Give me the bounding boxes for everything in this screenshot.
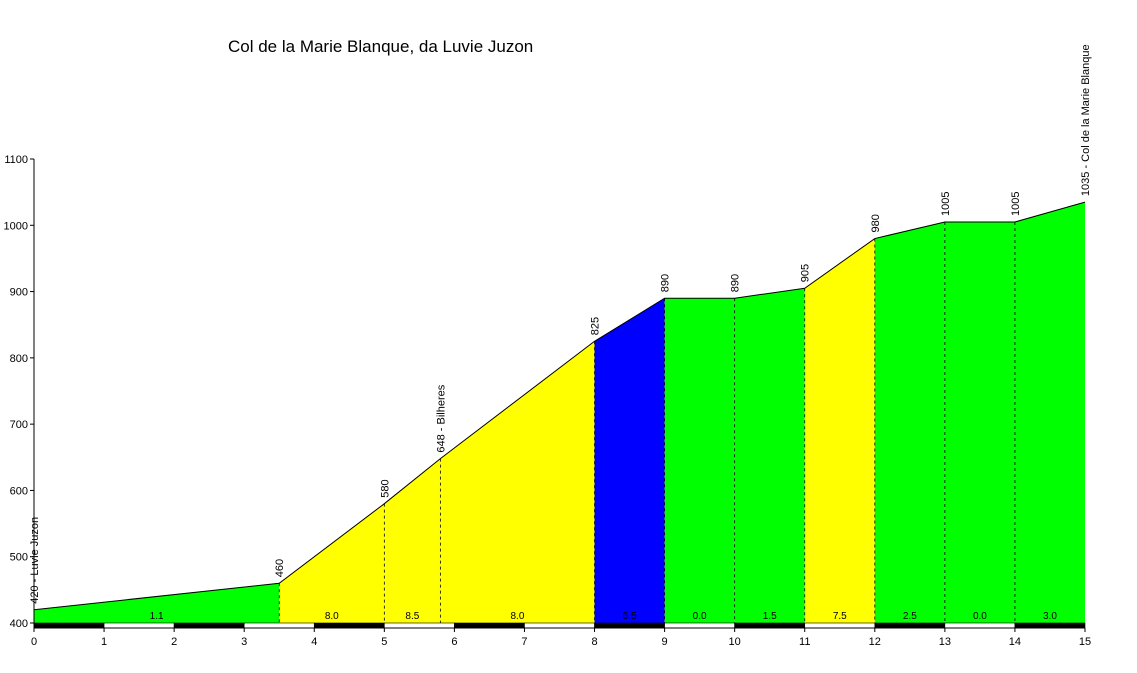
segment-fill (594, 298, 665, 623)
x-tick-label: 9 (662, 636, 668, 648)
x-tick-label: 11 (799, 636, 810, 648)
gradient-label: 7.5 (833, 611, 847, 622)
gradient-label: 3.0 (1043, 611, 1057, 622)
y-tick-label: 800 (10, 353, 28, 365)
gradient-label: 0.0 (693, 611, 707, 622)
y-tick-label: 1100 (4, 154, 28, 166)
km-scale-block (664, 622, 735, 629)
km-scale-block (594, 622, 665, 629)
x-tick-label: 14 (1009, 636, 1021, 648)
x-tick-label: 0 (31, 636, 37, 648)
gradient-label: 8.0 (325, 611, 339, 622)
chart-title: Col de la Marie Blanque, da Luvie Juzon (228, 37, 533, 56)
point-label: 580 (379, 479, 391, 497)
point-label: 980 (870, 214, 882, 232)
segment-fill (944, 221, 1015, 623)
x-tick-label: 2 (171, 636, 177, 648)
segment-fill (34, 583, 280, 623)
gradient-label: 1.5 (763, 611, 777, 622)
point-label: 905 (800, 264, 812, 282)
km-scale-block (384, 622, 455, 629)
km-scale-block (454, 622, 525, 629)
gradient-label: 2.5 (903, 611, 917, 622)
y-tick-label: 500 (10, 552, 28, 564)
point-label: 1005 (1010, 191, 1022, 215)
profile-outline (33, 201, 1086, 611)
km-scale-block (524, 622, 595, 629)
point-label: 1035 - Col de la Marie Blanque (1080, 44, 1092, 196)
y-tick-label: 700 (10, 419, 28, 431)
km-scale-block (313, 622, 385, 629)
x-tick-label: 6 (451, 636, 457, 648)
point-label: 420 - Luvie Juzon (29, 517, 41, 604)
km-scale-block (734, 622, 806, 629)
gradient-labels: 1.1 8.0 8.5 8.0 6.5 0.0 1.5 7.5 2.5 0.0 3.0 (150, 611, 1058, 622)
x-tick-label: 5 (381, 636, 387, 648)
segment-fill (279, 503, 385, 623)
gradient-label: 6.5 (623, 611, 637, 622)
x-tick-label: 4 (311, 636, 317, 648)
gradient-label: 1.1 (150, 611, 164, 622)
segment-fill (384, 458, 441, 623)
y-tick-label: 600 (10, 485, 28, 497)
x-tick-label: 10 (729, 636, 741, 648)
gradient-label: 0.0 (973, 611, 987, 622)
km-scale-block (874, 622, 946, 629)
y-tick-label: 1000 (4, 220, 28, 232)
gradient-label: 8.0 (511, 611, 525, 622)
x-tick-label: 8 (591, 636, 597, 648)
segment-fill (804, 238, 875, 624)
gradient-label: 8.5 (405, 611, 419, 622)
point-label: 460 (274, 559, 286, 577)
km-scale-block (804, 622, 876, 629)
point-label: 648 - Bilheres (435, 384, 447, 452)
point-label: 1005 (940, 191, 952, 215)
x-tick-label: 13 (939, 636, 951, 648)
segment-fill (874, 221, 945, 623)
segment-fill (664, 298, 735, 623)
km-scale-block (243, 622, 315, 629)
y-tick-label: 900 (10, 287, 28, 299)
x-tick-label: 12 (869, 636, 881, 648)
km-scale-block (173, 622, 245, 629)
point-label: 890 (730, 274, 742, 292)
x-tick-label: 1 (101, 636, 107, 648)
km-scale-block (944, 622, 1016, 629)
point-label: 890 (660, 274, 672, 292)
point-label: 825 (590, 317, 602, 335)
x-tick-label: 15 (1079, 636, 1091, 648)
point-labels: 420 - Luvie Juzon 460 580 648 - Bilheres 825… (29, 44, 1092, 603)
segment-fill (1014, 202, 1085, 624)
x-tick-label: 3 (241, 636, 247, 648)
segment-fill (734, 288, 805, 623)
km-scale-bar (33, 622, 1086, 629)
km-scale-block (1014, 622, 1086, 629)
segment-fill (440, 341, 595, 623)
profile-fill-areas (34, 202, 1085, 624)
km-scale-block (103, 622, 175, 629)
km-scale-block (33, 622, 105, 629)
y-tick-label: 400 (10, 618, 28, 630)
segment-divider-lines (278, 221, 1016, 623)
x-tick-label: 7 (521, 636, 527, 648)
